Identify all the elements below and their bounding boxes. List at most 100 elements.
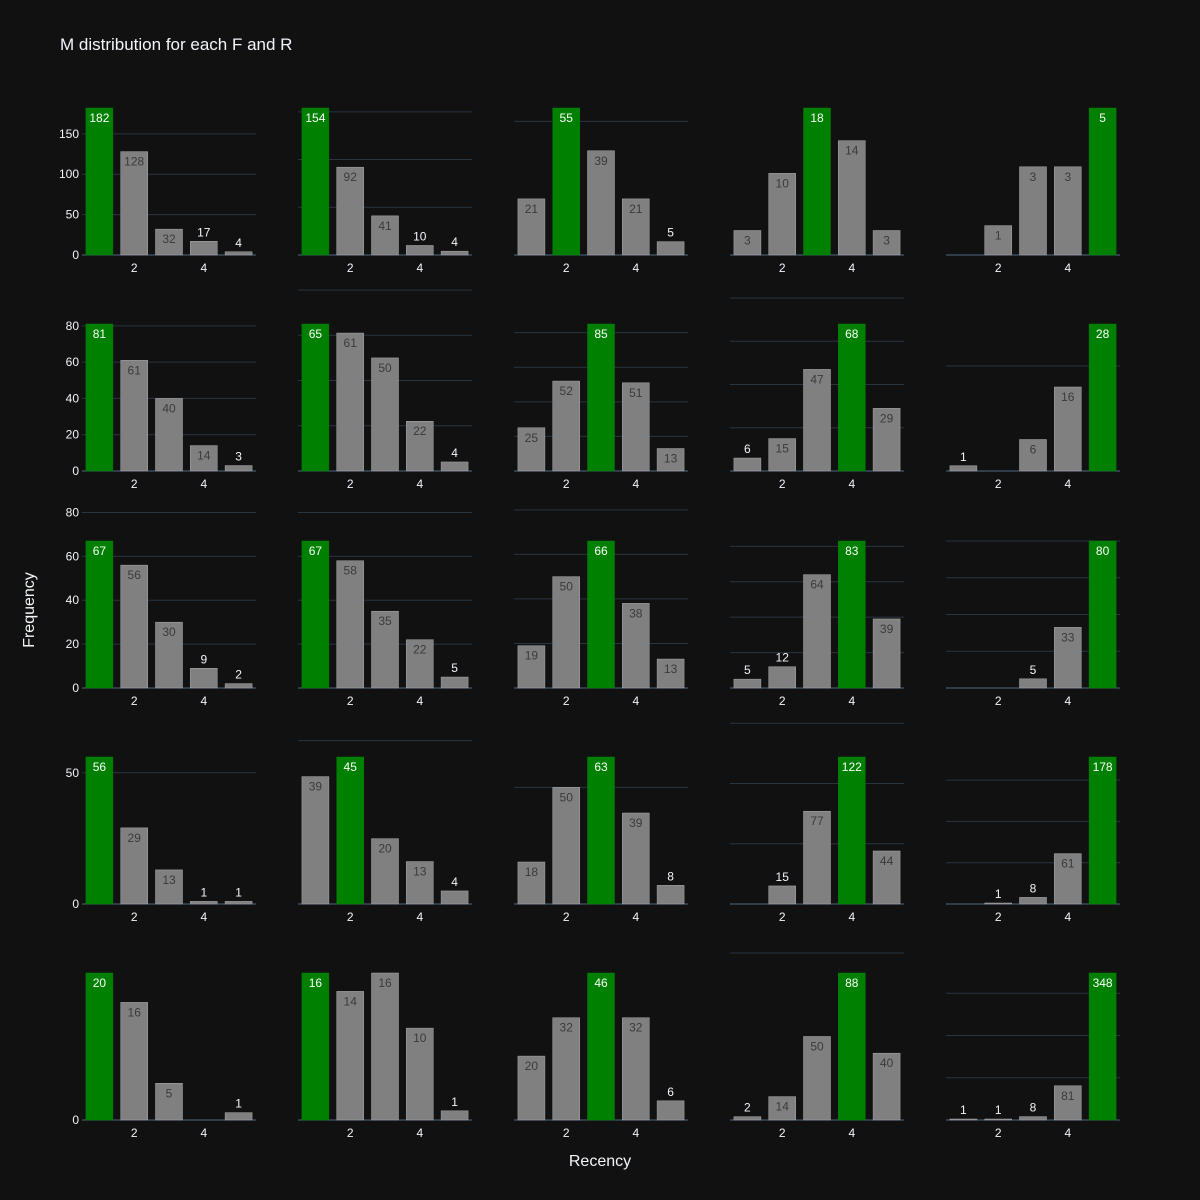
data-label: 6 (744, 442, 751, 456)
bar (302, 777, 329, 904)
data-label: 10 (413, 1031, 427, 1045)
data-label: 81 (93, 327, 107, 341)
bar-highlight (86, 324, 113, 471)
bar-highlight (588, 541, 615, 688)
data-label: 21 (525, 202, 539, 216)
panel: 6561502242 4 (298, 290, 472, 491)
bar (985, 903, 1012, 904)
bar (950, 1119, 977, 1120)
bar (337, 333, 364, 471)
x-tick-label: 2 (995, 694, 1002, 708)
data-label: 10 (776, 176, 790, 190)
data-label: 14 (344, 994, 358, 1008)
x-tick-label: 4 (200, 477, 207, 491)
data-label: 5 (744, 663, 751, 677)
x-tick-label: 2 (995, 910, 1002, 924)
data-label: 50 (560, 580, 574, 594)
bar-highlight (302, 541, 329, 688)
data-label: 22 (413, 424, 427, 438)
data-label: 29 (128, 831, 142, 845)
data-label: 85 (594, 327, 608, 341)
bar (1020, 679, 1047, 688)
x-tick-label: 2 (347, 261, 354, 275)
data-label: 4 (451, 235, 458, 249)
panel: 6758352252 4 (298, 512, 472, 708)
x-tick-label: 4 (200, 910, 207, 924)
bar-highlight (588, 324, 615, 471)
data-label: 25 (525, 431, 539, 445)
x-tick-label: 4 (848, 694, 855, 708)
data-label: 13 (413, 865, 427, 879)
x-tick-label: 2 (131, 910, 138, 924)
bar-highlight (838, 973, 865, 1120)
data-label: 65 (309, 327, 323, 341)
panel: 13 352 4 (946, 108, 1120, 275)
x-tick-label: 2 (347, 477, 354, 491)
data-label: 63 (594, 760, 608, 774)
x-tick-label: 4 (632, 477, 639, 491)
data-label: 45 (344, 760, 358, 774)
panel: 25528551132 4 (514, 324, 688, 491)
bar (441, 891, 468, 904)
panel: 1 1 8 81 348 2 4 (946, 973, 1120, 1140)
data-label: 56 (93, 760, 107, 774)
data-label: 16 (309, 976, 323, 990)
bar-highlight (86, 108, 113, 255)
bar (121, 1002, 148, 1120)
data-label: 29 (880, 411, 894, 425)
data-label: 154 (305, 111, 325, 125)
bar (225, 1113, 252, 1120)
data-label: 21 (629, 202, 643, 216)
data-label: 14 (197, 449, 211, 463)
x-tick-label: 4 (416, 477, 423, 491)
bar (734, 679, 761, 688)
data-label: 66 (594, 544, 608, 558)
data-label: 3 (235, 450, 242, 464)
data-label: 20 (378, 842, 392, 856)
bar (734, 1117, 761, 1120)
data-label: 3 (1064, 170, 1071, 184)
data-label: 122 (842, 760, 862, 774)
y-tick-label: 60 (66, 355, 80, 369)
data-label: 14 (776, 1100, 790, 1114)
data-label: 3 (744, 234, 751, 248)
data-label: 5 (166, 1086, 173, 1100)
panel: 154 92 41 10 4 2 4 (298, 108, 472, 275)
x-tick-label: 4 (200, 1126, 207, 1140)
panel: 02016512 4 (72, 973, 256, 1140)
panel: 02040608081614014 32 4 (66, 319, 256, 491)
data-label: 3 (883, 234, 890, 248)
data-label: 22 (413, 643, 427, 657)
data-label: 20 (93, 976, 107, 990)
data-label: 58 (344, 564, 358, 578)
data-label: 1 (200, 885, 207, 899)
data-label: 39 (880, 622, 894, 636)
x-tick-label: 4 (1064, 694, 1071, 708)
bar (372, 973, 399, 1120)
x-tick-label: 2 (995, 477, 1002, 491)
bar (950, 466, 977, 471)
x-tick-label: 4 (200, 694, 207, 708)
x-tick-label: 2 (131, 261, 138, 275)
data-label: 18 (525, 865, 539, 879)
y-tick-label: 0 (72, 464, 79, 478)
x-tick-label: 2 (995, 261, 1002, 275)
data-label: 44 (880, 854, 894, 868)
panel: 310181432 4 (730, 108, 904, 275)
panel: 2 145088402 4 (730, 953, 904, 1140)
data-label: 41 (378, 219, 392, 233)
y-tick-label: 0 (72, 1113, 79, 1127)
data-label: 51 (629, 386, 643, 400)
bar-highlight (302, 973, 329, 1120)
bar (441, 1111, 468, 1120)
bar (657, 1101, 684, 1120)
bar-highlight (1089, 541, 1116, 688)
x-tick-label: 2 (131, 694, 138, 708)
bar-highlight (838, 757, 865, 904)
data-label: 77 (810, 814, 824, 828)
data-label: 13 (162, 873, 176, 887)
bar (838, 141, 865, 255)
data-label: 32 (629, 1021, 643, 1035)
data-label: 61 (344, 336, 358, 350)
data-label: 13 (664, 662, 678, 676)
